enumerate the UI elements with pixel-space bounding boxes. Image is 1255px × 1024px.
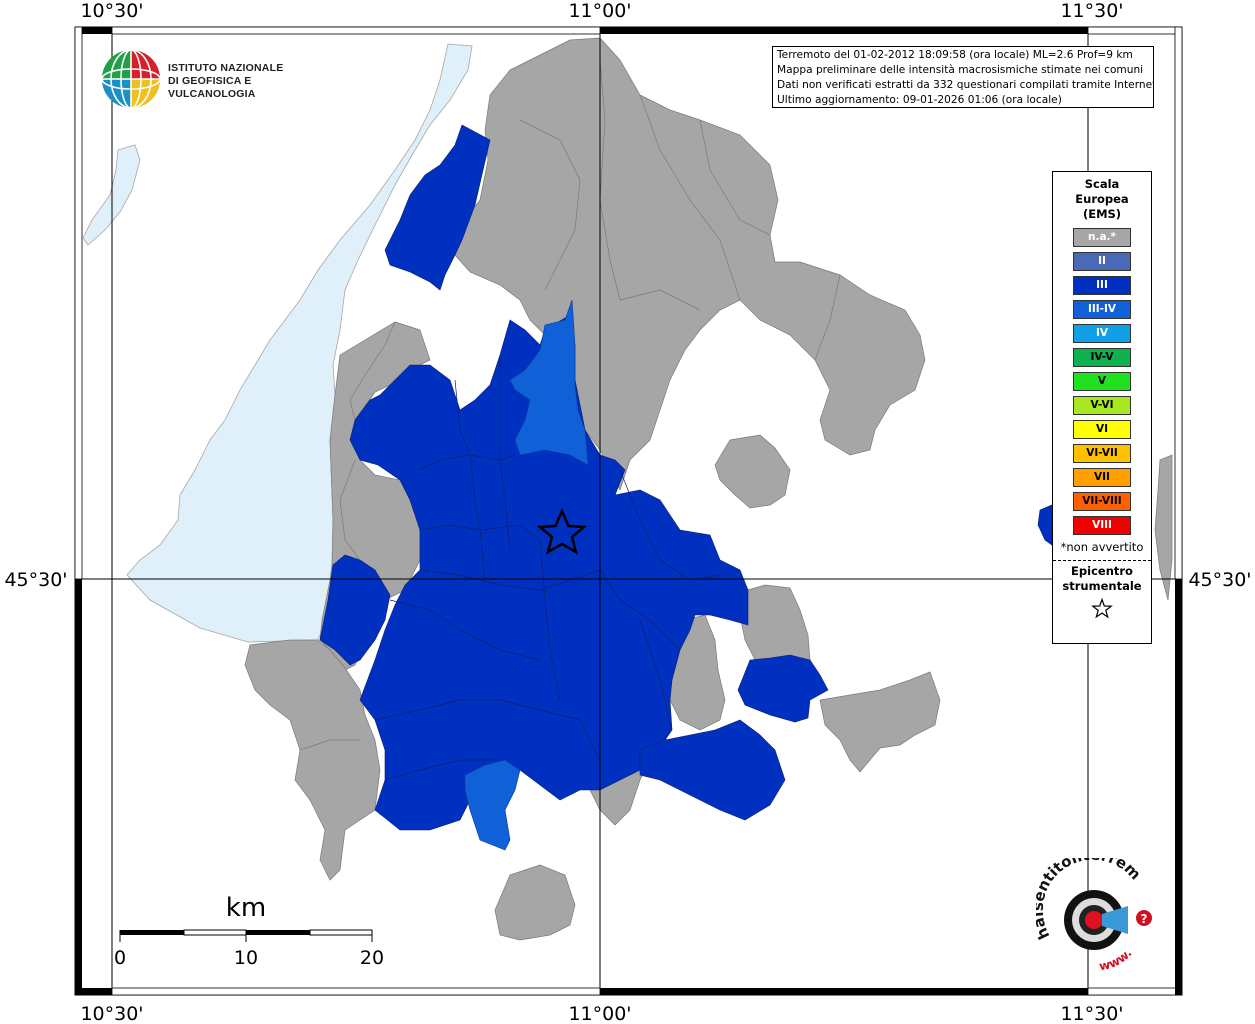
scale-tick-10: 10 — [234, 947, 258, 969]
svg-text:?: ? — [1141, 912, 1148, 926]
region-na-inner-west — [349, 321, 431, 421]
legend-title-line2: Europea — [1075, 192, 1129, 206]
lon-label-bottom-3: 11°30' — [1060, 1003, 1123, 1024]
legend-star-icon — [1053, 597, 1151, 624]
region-iii-southeast — [639, 719, 786, 821]
region-iii-far-east — [1037, 504, 1053, 546]
legend-note: *non avvertito — [1060, 540, 1144, 554]
lon-label-top-3: 11°30' — [1060, 0, 1123, 22]
ems-legend: Scala Europea (EMS) n.a.* II III III-IV IV IV… — [1052, 171, 1152, 644]
lon-label-bottom-1: 10°30' — [80, 1003, 143, 1024]
region-iii-iv-south — [464, 759, 521, 851]
lake-garda — [126, 43, 473, 643]
map-frame — [74, 26, 1183, 996]
legend-item: III-IV — [1073, 300, 1131, 319]
region-na-far-east — [1154, 454, 1173, 601]
legend-item: IV — [1073, 324, 1131, 343]
legend-title-line3: (EMS) — [1082, 207, 1122, 221]
lon-label-bottom-2: 11°00' — [568, 1003, 631, 1024]
legend-item: V-VI — [1073, 396, 1131, 415]
legend-item: VII-VIII — [1073, 492, 1131, 511]
info-line-update: Ultimo aggiornamento: 09-01-2026 01:06 (… — [777, 94, 1062, 106]
hsit-bottom-text: www. — [1098, 946, 1135, 973]
info-line-event: Terremoto del 01-02-2012 18:09:58 (ora l… — [777, 49, 1133, 61]
region-na-south-2 — [494, 864, 576, 941]
lat-label-right: 45°30' — [1188, 569, 1251, 591]
region-iii-iv-group — [464, 299, 589, 851]
ingv-globe-icon — [101, 49, 161, 109]
region-na-southeast — [819, 671, 941, 773]
info-line-map: Mappa preliminare delle intensità macros… — [777, 64, 1144, 76]
legend-item: IV-V — [1073, 348, 1131, 367]
legend-items: n.a.* II III III-IV IV IV-V V V-VI VI VI-VII VII VI… — [1053, 228, 1151, 535]
region-iii-group — [319, 124, 1053, 831]
hsit-question-icon — [1136, 910, 1152, 926]
legend-title: Scala Europea (EMS) — [1053, 177, 1151, 222]
legend-item: VI-VII — [1073, 444, 1131, 463]
ingv-name-line2: DI GEOFISICA E VULCANOLOGIA — [168, 75, 256, 100]
municipal-boundaries — [374, 355, 721, 790]
ingv-name-line1: ISTITUTO NAZIONALE — [168, 62, 284, 74]
lat-label-left: 45°30' — [4, 569, 67, 591]
lon-label-top-2: 11°00' — [568, 0, 631, 22]
legend-item: III — [1073, 276, 1131, 295]
legend-item: VIII — [1073, 516, 1131, 535]
hsit-megaphone-icon — [1102, 906, 1128, 934]
legend-separator — [1053, 560, 1151, 561]
scale-tick-0: 0 — [114, 947, 126, 969]
legend-epicenter-line2: strumentale — [1062, 579, 1142, 593]
region-na-southwest — [244, 639, 381, 881]
lon-label-top-1: 10°30' — [80, 0, 143, 22]
region-na-east-town — [714, 434, 791, 509]
legend-title-line1: Scala — [1084, 177, 1120, 191]
ingv-logo: ISTITUTO NAZIONALE DI GEOFISICA E VULCAN… — [100, 48, 340, 110]
event-info-box: Terremoto del 01-02-2012 18:09:58 (ora l… — [772, 46, 1154, 108]
epicenter-star — [536, 507, 588, 555]
legend-item: n.a.* — [1073, 228, 1131, 247]
legend-epicenter-line1: Epicentro — [1071, 564, 1133, 578]
ingv-name: ISTITUTO NAZIONALE DI GEOFISICA E VULCAN… — [168, 62, 340, 101]
info-line-data: Dati non verificati estratti da 332 ques… — [777, 79, 1154, 91]
legend-item: II — [1073, 252, 1131, 271]
legend-item: V — [1073, 372, 1131, 391]
scale-unit: km — [226, 893, 266, 923]
hsit-logo: haisentitoilterremoto.it www. ? — [1029, 844, 1156, 978]
scale-bar: km 0 10 20 — [114, 893, 384, 969]
legend-item: VII — [1073, 468, 1131, 487]
region-iii-iv-north — [509, 299, 589, 466]
legend-item: VI — [1073, 420, 1131, 439]
region-iii-east — [737, 654, 829, 723]
region-iii-north — [384, 124, 491, 291]
scale-tick-20: 20 — [360, 947, 384, 969]
legend-epicenter-label: Epicentro strumentale — [1053, 564, 1151, 594]
